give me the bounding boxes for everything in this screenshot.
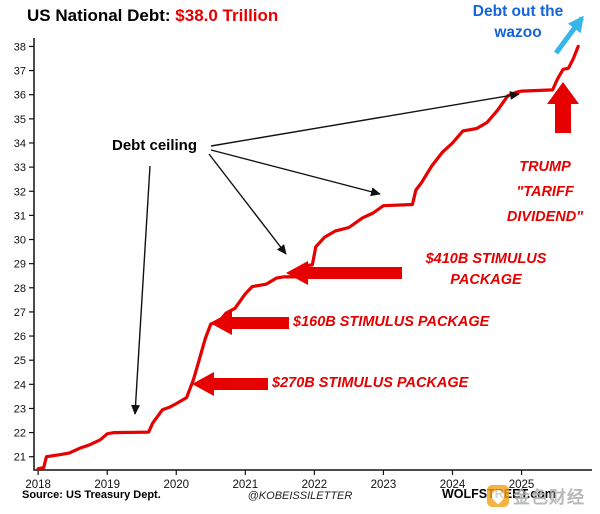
debt-out-wazoo-label: Debt out the wazoo <box>444 1 592 43</box>
chart-title-amount: $38.0 Trillion <box>175 6 279 25</box>
tariff-line3: DIVIDEND" <box>506 209 584 225</box>
y-tick-label: 37 <box>14 66 26 78</box>
y-tick-label: 26 <box>14 331 26 343</box>
y-tick-label: 27 <box>14 307 26 319</box>
jinse-watermark: 金色财经 <box>487 483 585 508</box>
y-tick-label: 21 <box>14 452 26 464</box>
arrow-to-2023-plateau <box>210 149 381 197</box>
x-tick-label: 2024 <box>440 479 466 491</box>
arrow-to-2019-plateau <box>131 165 151 415</box>
y-tick-label: 30 <box>14 235 26 247</box>
y-tick-label: 34 <box>14 138 26 150</box>
debt-ceiling-arrows <box>131 91 520 415</box>
axis-ticks: 21 22 23 24 25 26 27 28 29 30 31 32 33 34 35 36 37 38 2018… <box>14 41 535 491</box>
stimulus-410b-line1: $410B STIMULUS <box>425 251 547 267</box>
debt-ceiling-label: Debt ceiling <box>112 137 198 154</box>
x-tick-label: 2022 <box>302 479 328 491</box>
x-tick-label: 2020 <box>163 479 189 491</box>
wazoo-line1: Debt out the <box>472 3 564 20</box>
twitter-handle: @KOBEISSILETTER <box>247 490 353 502</box>
jinse-logo-drop <box>489 487 507 504</box>
trump-tariff-dividend-label: TRUMP "TARIFF DIVIDEND" <box>490 155 600 230</box>
jinse-logo-icon <box>487 484 509 507</box>
tariff-line2: "TARIFF <box>516 184 574 200</box>
y-tick-label: 29 <box>14 259 26 271</box>
y-tick-label: 22 <box>14 428 26 440</box>
source-credit: Source: US Treasury Dept. <box>22 489 161 501</box>
y-tick-label: 33 <box>14 162 26 174</box>
x-tick-label: 2023 <box>371 479 397 491</box>
stimulus-270b-label: $270B STIMULUS PACKAGE <box>272 375 469 391</box>
arrow-410b-stimulus <box>286 261 402 285</box>
arrow-to-2025-plateau <box>210 91 520 147</box>
arrow-tariff-dividend-up <box>547 82 579 133</box>
y-tick-label: 28 <box>14 283 26 295</box>
arrow-debt-out-wazoo <box>553 15 585 55</box>
y-tick-label: 36 <box>14 90 26 102</box>
y-tick-label: 25 <box>14 355 26 367</box>
x-tick-label: 2025 <box>509 479 535 491</box>
axes <box>33 38 592 471</box>
stimulus-410b-label: $410B STIMULUS PACKAGE <box>402 249 570 291</box>
stimulus-410b-line2: PACKAGE <box>450 272 522 288</box>
arrow-to-2021-plateau <box>208 153 287 255</box>
chart-title-prefix: US National Debt: <box>27 6 176 25</box>
x-tick-label: 2019 <box>94 479 120 491</box>
y-tick-label: 38 <box>14 41 26 53</box>
chart-title: US National Debt: $38.0 Trillion <box>27 6 278 26</box>
y-tick-label: 24 <box>14 379 26 391</box>
stimulus-arrows <box>192 82 579 396</box>
x-tick-label: 2018 <box>25 479 51 491</box>
arrow-160b-stimulus <box>210 311 289 335</box>
wazoo-line2: wazoo <box>494 24 542 41</box>
y-tick-label: 31 <box>14 210 26 222</box>
jinse-watermark-text: 金色财经 <box>513 488 585 507</box>
arrow-270b-stimulus <box>192 372 268 396</box>
tariff-line1: TRUMP <box>519 159 571 175</box>
y-tick-label: 32 <box>14 186 26 198</box>
y-tick-label: 23 <box>14 403 26 415</box>
x-tick-label: 2021 <box>233 479 259 491</box>
stimulus-160b-label: $160B STIMULUS PACKAGE <box>293 314 490 330</box>
y-tick-label: 35 <box>14 114 26 126</box>
